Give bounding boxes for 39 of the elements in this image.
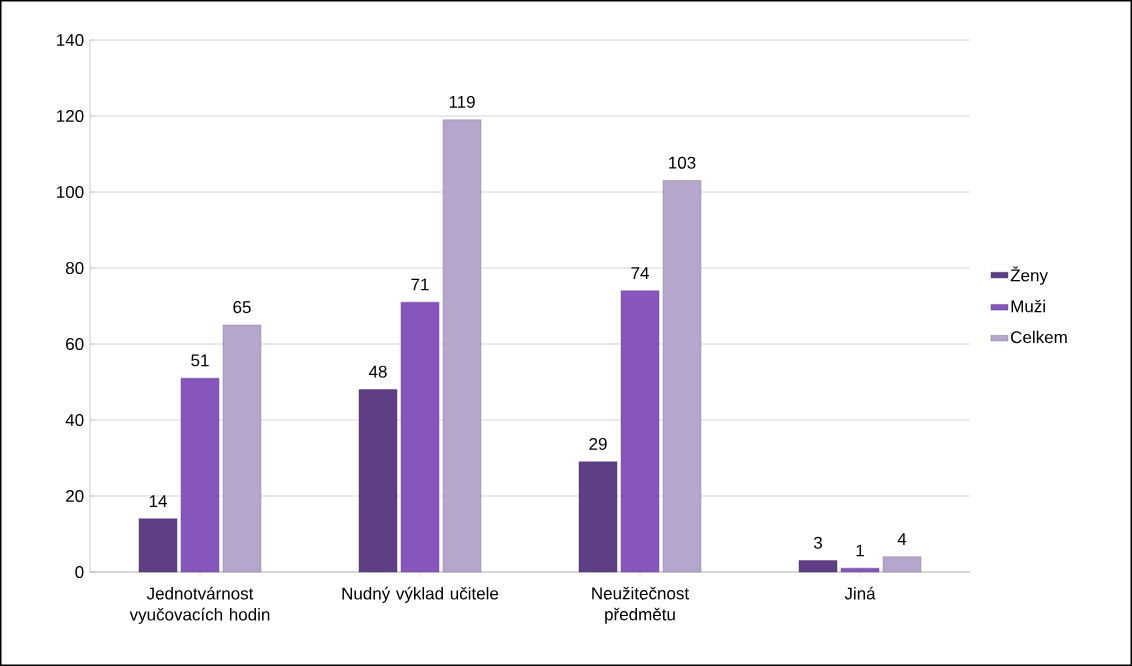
legend-label: Muži [1011,299,1045,313]
y-tick-label: 80 [65,261,84,275]
y-tick-label: 20 [66,489,84,503]
data-label: 51 [191,354,209,367]
y-tick-label: 0 [75,565,84,579]
bar [358,389,398,573]
bar [798,560,838,573]
bar [222,324,262,573]
bar [578,461,618,573]
x-tick-label: Neužitečnost předmětu [592,586,689,624]
y-tick-label: 120 [57,109,84,123]
bar [620,290,660,573]
bar [442,119,482,573]
bar [840,568,880,573]
bar [138,518,178,573]
y-tick-label: 140 [57,33,84,47]
data-label: 1 [856,544,864,557]
data-label: 71 [411,278,429,291]
data-label: 119 [449,95,475,108]
legend-label: Ženy [1010,266,1048,285]
data-label: 65 [233,301,251,314]
x-tick-label: Jednotvárnost vyučovacích hodin [129,586,270,624]
x-tick-label: Nudný výklad učitele [342,586,499,603]
data-label: 3 [813,536,822,549]
data-label: 4 [897,533,907,545]
y-tick-label: 60 [66,337,84,351]
x-tick-label: Jiná [844,586,876,600]
data-label: 74 [631,267,649,279]
y-tick-label: 100 [57,185,84,199]
data-label: 14 [149,495,167,507]
legend-label: Celkem [1011,330,1067,344]
bar [180,378,220,573]
bar [400,302,440,573]
y-tick-label: 40 [65,413,84,427]
bar [882,556,922,573]
bar [662,180,702,573]
data-label: 103 [669,156,696,169]
data-label: 29 [589,437,607,450]
data-label: 48 [368,365,387,378]
